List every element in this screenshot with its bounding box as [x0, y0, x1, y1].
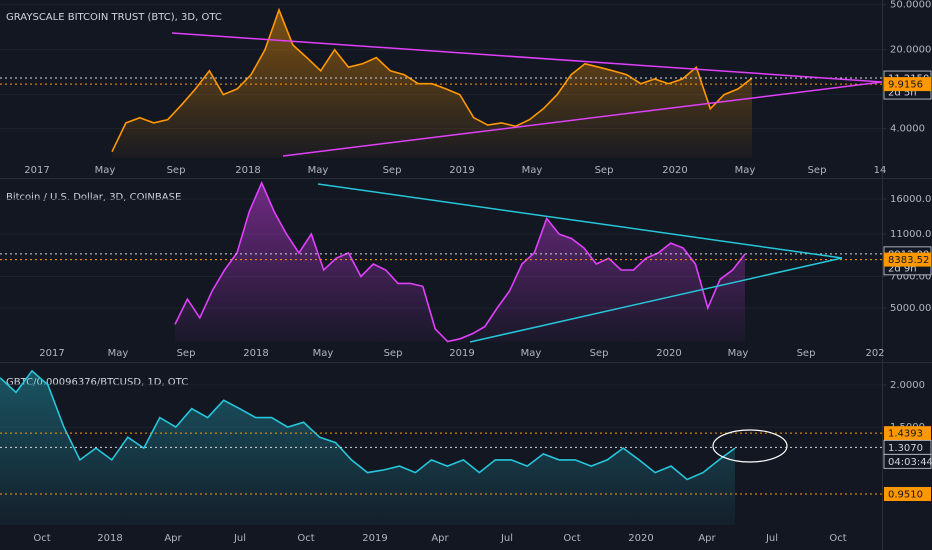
x-tick-label: May [522, 165, 543, 176]
ellipse-annotation [712, 429, 788, 463]
x-tick-label: 2019 [362, 533, 387, 544]
x-tick-label: 2020 [662, 165, 687, 176]
x-tick-label: 2019 [449, 348, 474, 359]
x-tick-label: Oct [563, 533, 580, 544]
x-tick-label: Sep [384, 348, 403, 359]
price-tag-label: 1.4393 [888, 429, 923, 440]
price-tag [884, 77, 931, 92]
countdown-label: 04:03:44 [888, 457, 932, 468]
drawings [171, 32, 883, 463]
trendline [317, 183, 843, 259]
y-tick-label: 4.0000 [890, 124, 925, 135]
price-line [0, 369, 736, 481]
x-tick-label: 2018 [235, 165, 260, 176]
countdown-label: 2d 5h [888, 88, 917, 99]
x-tick-label: May [735, 165, 756, 176]
x-tick-label: 14 [874, 165, 887, 176]
x-tick-label: Apr [698, 533, 716, 544]
price-line [174, 180, 746, 343]
x-tick-label: 2018 [97, 533, 122, 544]
trendline [171, 32, 883, 83]
x-tick-label: Sep [177, 348, 196, 359]
x-tick-label: May [308, 165, 329, 176]
x-tick-label: May [95, 165, 116, 176]
area [175, 182, 745, 342]
y-tick-label: 2.0000 [890, 380, 925, 391]
y-tick-label: 5000.00 [890, 303, 931, 314]
area [0, 370, 735, 525]
chart-title: GBTC/0.00096376/BTCUSD, 1D, OTC [6, 377, 188, 388]
price-tag [884, 252, 931, 267]
price-tag [884, 426, 931, 441]
x-tick-label: Apr [431, 533, 449, 544]
price-tag [884, 487, 931, 502]
y-tick-label: 7000.00 [890, 271, 931, 282]
x-tick-label: Jul [500, 533, 513, 544]
price-tag-label: 1.3070 [888, 443, 923, 454]
x-tick-label: Apr [164, 533, 182, 544]
x-tick-label: 202 [865, 348, 884, 359]
price-tag-label: 9.9156 [888, 80, 923, 91]
x-tick-label: 2019 [449, 165, 474, 176]
trendline [469, 257, 843, 343]
x-tick-label: May [313, 348, 334, 359]
countdown-tag [883, 453, 932, 469]
x-tick-label: Sep [383, 165, 402, 176]
price-tag-label: 8383.52 [888, 255, 929, 266]
y-tick-label: 20.0000 [890, 45, 931, 56]
price-tag-label: 0.9510 [888, 490, 923, 501]
chart-title: GRAYSCALE BITCOIN TRUST (BTC), 3D, OTC [6, 12, 222, 23]
trendline [282, 81, 883, 157]
countdown-label: 2d 9h [888, 263, 917, 274]
y-tick-label: 16000.00 [890, 194, 932, 205]
x-tick-label: 2020 [656, 348, 681, 359]
x-tick-label: May [521, 348, 542, 359]
x-tick-label: Sep [595, 165, 614, 176]
x-tick-label: May [108, 348, 129, 359]
x-tick-label: May [728, 348, 749, 359]
x-tick-label: Sep [167, 165, 186, 176]
x-tick-label: Sep [797, 348, 816, 359]
x-tick-label: Sep [808, 165, 827, 176]
x-tick-label: Oct [297, 533, 314, 544]
chart-title: Bitcoin / U.S. Dollar, 3D, COINBASE [6, 192, 181, 203]
x-tick-label: Jul [233, 533, 246, 544]
y-tick-label: 50.0000 [890, 0, 931, 11]
x-tick-label: Oct [829, 533, 846, 544]
x-tick-label: Oct [33, 533, 50, 544]
x-tick-label: Jul [765, 533, 778, 544]
x-tick-label: 2017 [39, 348, 64, 359]
x-tick-label: 2018 [243, 348, 268, 359]
x-tick-label: Sep [590, 348, 609, 359]
x-tick-label: 2020 [628, 533, 653, 544]
y-tick-label: 11000.00 [890, 229, 932, 240]
x-tick-label: 2017 [24, 165, 49, 176]
